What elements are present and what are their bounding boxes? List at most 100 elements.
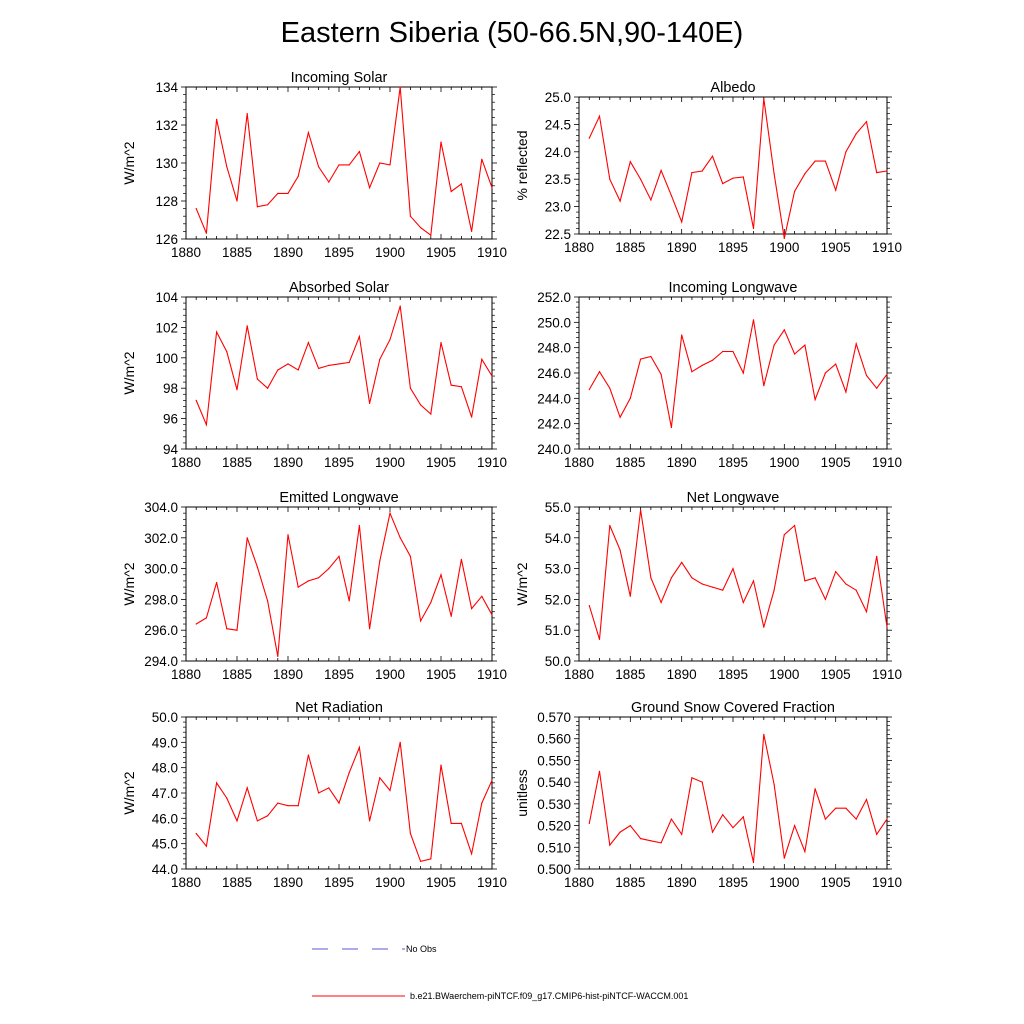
data-point (598, 638, 601, 641)
data-point (814, 399, 816, 401)
data-point (640, 178, 642, 180)
data-point (650, 355, 652, 358)
y-tick-label: 23.5 (545, 172, 571, 187)
data-point (640, 509, 642, 511)
data-point (328, 787, 330, 789)
data-point (481, 158, 483, 160)
y-tick-label: 294.0 (144, 654, 178, 669)
x-tick-label: 1880 (564, 455, 594, 470)
y-axis-label: W/m^2 (121, 141, 137, 184)
data-point (701, 583, 703, 585)
y-tick-label: 250.0 (537, 315, 571, 330)
x-tick-label: 1880 (564, 667, 594, 682)
data-point (460, 183, 462, 185)
data-point (287, 534, 289, 536)
data-point (297, 369, 299, 371)
data-point (348, 361, 350, 363)
data-point (471, 230, 473, 232)
data-point (409, 832, 411, 835)
data-point (876, 387, 878, 389)
data-point (420, 860, 422, 863)
x-tick-label: 1895 (718, 875, 748, 890)
data-point (773, 589, 775, 591)
x-tick-label: 1905 (821, 455, 851, 470)
plot-frame (185, 506, 493, 662)
x-tick-label: 1895 (324, 455, 354, 470)
x-tick-label: 1905 (426, 667, 456, 682)
data-point (358, 151, 360, 153)
data-point (297, 805, 299, 807)
data-point (307, 342, 309, 344)
x-tick-label: 1880 (564, 240, 594, 255)
data-point (732, 827, 734, 829)
data-point (318, 792, 320, 794)
x-tick-label: 1900 (769, 240, 799, 255)
data-point (711, 586, 714, 588)
y-tick-label: 53.0 (545, 562, 571, 577)
data-point (318, 367, 320, 369)
y-tick-label: 242.0 (537, 417, 571, 432)
data-point (471, 608, 473, 610)
y-axis-label: W/m^2 (121, 351, 137, 394)
data-point (460, 822, 462, 825)
data-point (640, 838, 642, 840)
data-point (369, 187, 371, 189)
x-tick-label: 1880 (171, 245, 201, 260)
x-tick-label: 1885 (615, 667, 645, 682)
data-point (722, 814, 724, 816)
data-point (773, 173, 775, 175)
data-point (732, 568, 734, 570)
data-point (763, 98, 765, 100)
data-point (876, 172, 878, 174)
data-point (763, 385, 765, 387)
data-point (752, 580, 755, 582)
data-point (855, 818, 857, 820)
data-point (845, 391, 847, 393)
data-point (835, 807, 837, 809)
data-point (226, 628, 228, 630)
data-point (824, 372, 827, 374)
data-point (742, 176, 744, 178)
data-point (701, 364, 703, 366)
x-tick-label: 1885 (615, 875, 645, 890)
x-tick-label: 1910 (477, 667, 507, 682)
y-tick-label: 22.5 (545, 227, 571, 242)
data-point (450, 615, 452, 617)
data-point (865, 611, 868, 613)
data-point (267, 387, 269, 389)
y-tick-label: 104 (155, 290, 178, 305)
data-point (722, 589, 724, 591)
y-tick-label: 252.0 (537, 290, 571, 305)
x-tick-label: 1895 (324, 667, 354, 682)
x-tick-label: 1910 (477, 875, 507, 890)
data-point (865, 374, 868, 377)
x-tick-label: 1910 (872, 455, 902, 470)
x-tick-label: 1890 (273, 455, 303, 470)
series-line (195, 305, 493, 427)
y-tick-label: 44.0 (152, 862, 178, 877)
data-point (629, 397, 631, 399)
data-point (814, 577, 816, 579)
chart-panel-6: 1880 1885 1890 1895 1900 1905 1910 50.0 51.0 52.0… (514, 490, 902, 682)
x-tick-label: 1890 (273, 667, 303, 682)
data-point (246, 325, 248, 327)
y-tick-label: 49.0 (152, 735, 178, 750)
data-point (814, 160, 816, 162)
data-point (440, 574, 442, 576)
data-point (256, 820, 258, 822)
data-point (236, 389, 238, 391)
data-point (256, 378, 258, 380)
data-point (491, 187, 493, 189)
x-tick-label: 1895 (718, 240, 748, 255)
data-point (794, 825, 796, 827)
y-tick-label: 47.0 (152, 786, 178, 801)
data-point (814, 788, 816, 790)
data-point (318, 166, 320, 168)
y-tick-label: 130 (155, 156, 178, 171)
y-tick-label: 24.5 (545, 117, 571, 132)
data-point (835, 189, 837, 191)
data-point (598, 115, 601, 117)
y-tick-label: 0.520 (537, 819, 571, 834)
data-point (691, 371, 693, 373)
x-tick-label: 1900 (375, 667, 405, 682)
